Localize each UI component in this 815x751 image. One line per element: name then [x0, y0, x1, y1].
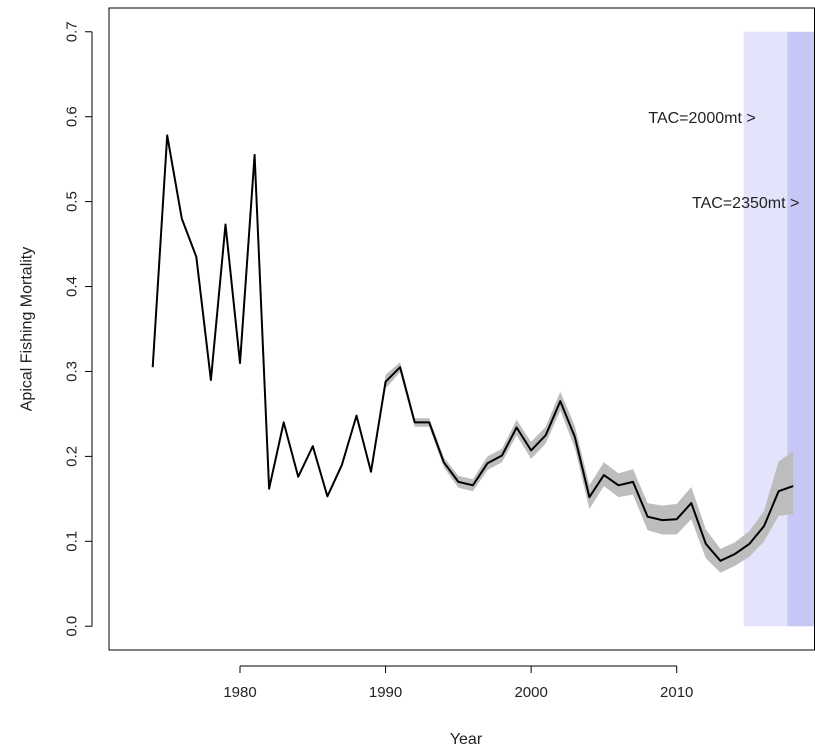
- series-line-layer: [151, 134, 794, 562]
- y-tick-label: 0.0: [64, 616, 81, 637]
- y-tick-label: 0.3: [64, 361, 81, 382]
- y-tick-label: 0.1: [64, 531, 81, 552]
- tac-annotation: TAC=2000mt >: [648, 110, 755, 127]
- series-line: [151, 134, 794, 562]
- tac-annotation: TAC=2350mt >: [692, 195, 799, 212]
- y-tick-label: 0.5: [64, 191, 81, 212]
- y-tick-label: 0.4: [64, 276, 81, 297]
- x-tick-label: 2010: [660, 684, 693, 701]
- y-tick-label: 0.6: [64, 106, 81, 127]
- x-axis: 1980 1990 2000 2010: [223, 665, 693, 701]
- x-tick-label: 2000: [514, 684, 547, 701]
- y-tick-label: 0.2: [64, 446, 81, 467]
- projection-shading: [743, 31, 815, 627]
- y-axis-title: Apical Fishing Mortality: [19, 247, 36, 412]
- annotations: TAC=2000mt > TAC=2350mt >: [648, 110, 799, 212]
- x-tick-label: 1990: [369, 684, 402, 701]
- y-axis: 0.0 0.1 0.2 0.3 0.4 0.5 0.6 0.7: [64, 21, 93, 637]
- x-axis-title: Year: [450, 731, 483, 748]
- projection-region-dark: [787, 31, 815, 627]
- x-tick-label: 1980: [223, 684, 256, 701]
- y-tick-label: 0.7: [64, 21, 81, 42]
